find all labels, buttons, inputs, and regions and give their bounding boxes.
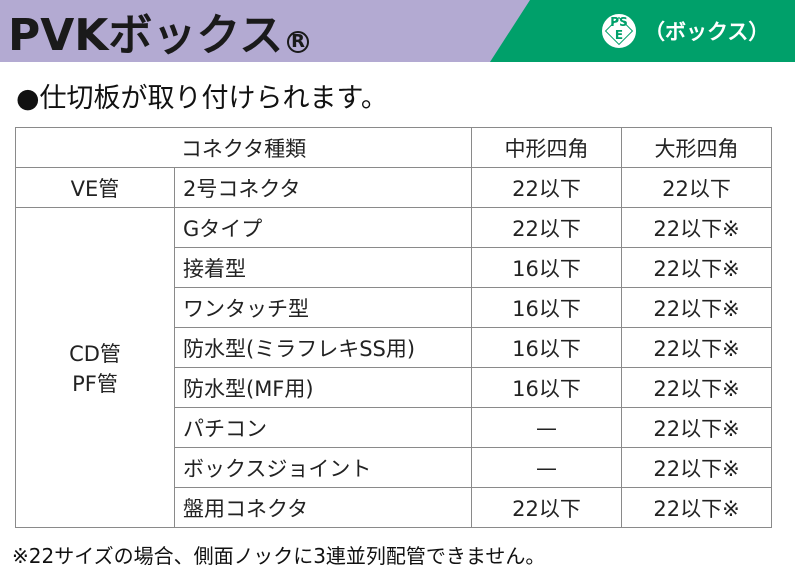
pipe-type-label: CD管: [69, 341, 121, 366]
medium-square-value: —: [471, 447, 623, 488]
medium-square-value: 16以下: [471, 287, 623, 328]
feature-note: ●仕切板が取り付けられます。: [16, 83, 388, 114]
large-square-value: 22以下※: [621, 287, 773, 328]
connector-name-cell: ボックスジョイント: [173, 447, 473, 488]
pse-label: （ボックス）: [644, 20, 770, 44]
medium-square-value: 16以下: [471, 367, 623, 408]
large-square-value: 22以下※: [621, 487, 773, 528]
connector-name-cell: 接着型: [173, 247, 473, 288]
large-square-value: 22以下※: [621, 247, 773, 288]
large-square-value: 22以下※: [621, 327, 773, 368]
large-square-value: 22以下※: [621, 447, 773, 488]
page-title-text: PVKボックス: [8, 10, 284, 61]
medium-square-value: 22以下: [471, 207, 623, 248]
footnote: ※22サイズの場合、側面ノックに3連並列配管できません。: [12, 544, 546, 568]
page-title: PVKボックス R: [8, 2, 310, 61]
connector-name-cell: ワンタッチ型: [173, 287, 473, 328]
medium-square-value: —: [471, 407, 623, 448]
registered-trademark-icon: R: [287, 31, 310, 53]
pipe-type-cell: VE管: [15, 167, 175, 208]
connector-name-cell: Gタイプ: [173, 207, 473, 248]
pipe-type-label: PF管: [72, 371, 118, 396]
pipe-type-label: VE管: [70, 176, 120, 201]
connector-spec-table: コネクタ種類 中形四角 大形四角 VE管 2号コネクタ 22以下 22以下 CD管 PF管…: [14, 127, 773, 528]
medium-square-value: 22以下: [471, 487, 623, 528]
table-row: 接着型 16以下 22以下※: [16, 247, 773, 288]
table-row: VE管 2号コネクタ 22以下 22以下: [15, 167, 773, 208]
header-banner: PVKボックス R PS E （ボックス）: [0, 0, 795, 62]
connector-name-cell: 2号コネクタ: [173, 167, 473, 208]
table-row: CD管 PF管 Gタイプ 22以下 22以下※: [15, 207, 773, 528]
connector-name-cell: 防水型(ミラフレキSS用): [173, 327, 473, 368]
table-row: 盤用コネクタ 22以下 22以下※: [16, 487, 773, 528]
connector-name-cell: 防水型(MF用): [173, 367, 473, 408]
table-body: VE管 2号コネクタ 22以下 22以下 CD管 PF管 Gタイプ 22以下 22以下※ 接着型 1…: [15, 167, 773, 528]
medium-square-value: 16以下: [471, 327, 623, 368]
connector-name-cell: 盤用コネクタ: [173, 487, 473, 528]
pse-certification: PS E （ボックス）: [600, 12, 769, 50]
pse-mark-text: PS E: [610, 15, 628, 42]
header-green-band: [490, 0, 795, 62]
pipe-type-cell: CD管 PF管: [15, 207, 175, 528]
header-medium-square: 中形四角: [471, 127, 623, 168]
medium-square-value: 16以下: [471, 247, 623, 288]
table-row: 防水型(ミラフレキSS用) 16以下 22以下※: [16, 327, 773, 368]
header-large-square: 大形四角: [621, 127, 773, 168]
large-square-value: 22以下※: [621, 407, 773, 448]
header-connector-type: コネクタ種類: [14, 127, 473, 168]
large-square-value: 22以下: [621, 167, 773, 208]
table-header-row: コネクタ種類 中形四角 大形四角: [14, 127, 773, 168]
large-square-value: 22以下※: [621, 207, 773, 248]
medium-square-value: 22以下: [471, 167, 623, 208]
pse-mark-icon: PS E: [600, 12, 638, 50]
table-row: ボックスジョイント —22以下※: [16, 447, 773, 488]
connector-name-cell: パチコン: [173, 407, 473, 448]
large-square-value: 22以下※: [621, 367, 773, 408]
